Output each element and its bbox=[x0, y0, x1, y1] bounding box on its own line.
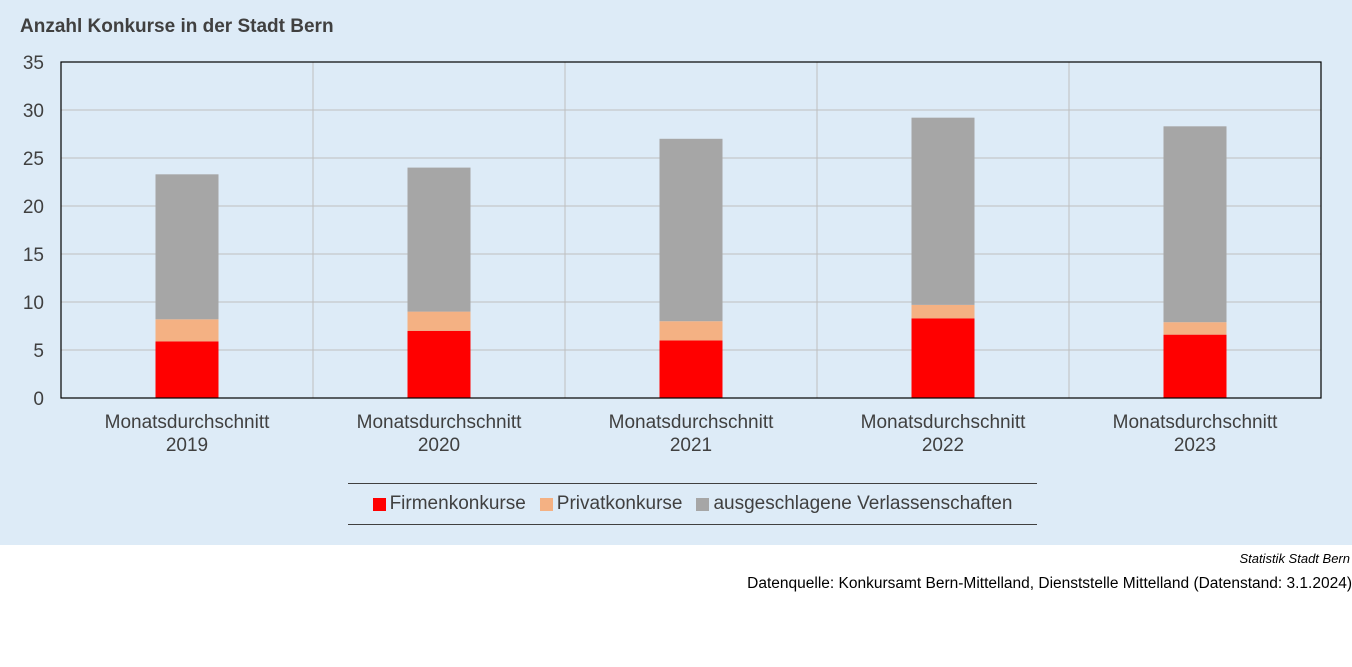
y-tick-label: 0 bbox=[33, 389, 44, 410]
bar-segment bbox=[659, 340, 723, 398]
category-label-line: 2020 bbox=[418, 435, 460, 456]
y-tick-label: 25 bbox=[23, 149, 44, 170]
bar-segment bbox=[659, 138, 723, 322]
category-label: Monatsdurchschnitt 2019 bbox=[105, 412, 270, 456]
source-organization: Statistik Stadt Bern bbox=[1239, 551, 1350, 566]
category-label-line: 2019 bbox=[166, 435, 208, 456]
category-label: Monatsdurchschnitt 2023 bbox=[1113, 412, 1278, 456]
category-label-line: 2021 bbox=[670, 435, 712, 456]
legend-swatch-privatkonkurse bbox=[539, 497, 553, 511]
bar-segment bbox=[911, 117, 975, 305]
category-label-line: Monatsdurchschnitt bbox=[1113, 412, 1278, 433]
bar-segment bbox=[407, 167, 471, 312]
legend-item-privatkonkurse: Privatkonkurse bbox=[539, 493, 683, 515]
bar-segment bbox=[407, 311, 471, 331]
legend-swatch-verlassenschaften bbox=[696, 497, 710, 511]
category-label-line: 2022 bbox=[922, 435, 964, 456]
category-label: Monatsdurchschnitt 2022 bbox=[861, 412, 1026, 456]
y-tick-label: 5 bbox=[33, 341, 44, 362]
chart-panel: Anzahl Konkurse in der Stadt Bern Monats… bbox=[0, 0, 1352, 545]
bar-segment bbox=[911, 318, 975, 398]
bar-segment bbox=[155, 319, 219, 342]
bar-segment bbox=[1163, 334, 1227, 398]
plot-frame bbox=[60, 61, 1322, 399]
bar-segment bbox=[659, 321, 723, 341]
legend-label-firmenkonkurse: Firmenkonkurse bbox=[389, 493, 526, 514]
legend-label-privatkonkurse: Privatkonkurse bbox=[556, 493, 683, 514]
legend-label-verlassenschaften: ausgeschlagene Verlassenschaften bbox=[713, 493, 1013, 514]
y-tick-label: 20 bbox=[23, 197, 44, 218]
legend-item-verlassenschaften: ausgeschlagene Verlassenschaften bbox=[696, 493, 1012, 515]
legend-item-firmenkonkurse: Firmenkonkurse bbox=[372, 493, 526, 515]
y-tick-label: 10 bbox=[23, 293, 44, 314]
bar-segment bbox=[155, 341, 219, 398]
bar-segment bbox=[1163, 322, 1227, 335]
legend: Firmenkonkurse Privatkonkurse ausgeschla… bbox=[348, 483, 1037, 525]
chart-title: Anzahl Konkurse in der Stadt Bern bbox=[20, 16, 334, 37]
bar-segment bbox=[407, 330, 471, 398]
bar-segment bbox=[1163, 126, 1227, 323]
chart-svg: Monatsdurchschnitt 2019Monatsdurchschnitt… bbox=[23, 53, 1322, 456]
y-tick-label: 30 bbox=[23, 101, 44, 122]
y-tick-label: 15 bbox=[23, 245, 44, 266]
bar-segment bbox=[155, 174, 219, 320]
category-label-line: Monatsdurchschnitt bbox=[105, 412, 270, 433]
category-label-line: Monatsdurchschnitt bbox=[861, 412, 1026, 433]
source-text: Datenquelle: Konkursamt Bern-Mittelland,… bbox=[747, 575, 1352, 592]
category-label-line: Monatsdurchschnitt bbox=[609, 412, 774, 433]
category-label: Monatsdurchschnitt 2021 bbox=[609, 412, 774, 456]
y-tick-label: 35 bbox=[23, 53, 44, 74]
category-label: Monatsdurchschnitt 2020 bbox=[357, 412, 522, 456]
category-label-line: 2023 bbox=[1174, 435, 1216, 456]
category-label-line: Monatsdurchschnitt bbox=[357, 412, 522, 433]
legend-swatch-firmenkonkurse bbox=[372, 497, 386, 511]
bar-segment bbox=[911, 304, 975, 319]
